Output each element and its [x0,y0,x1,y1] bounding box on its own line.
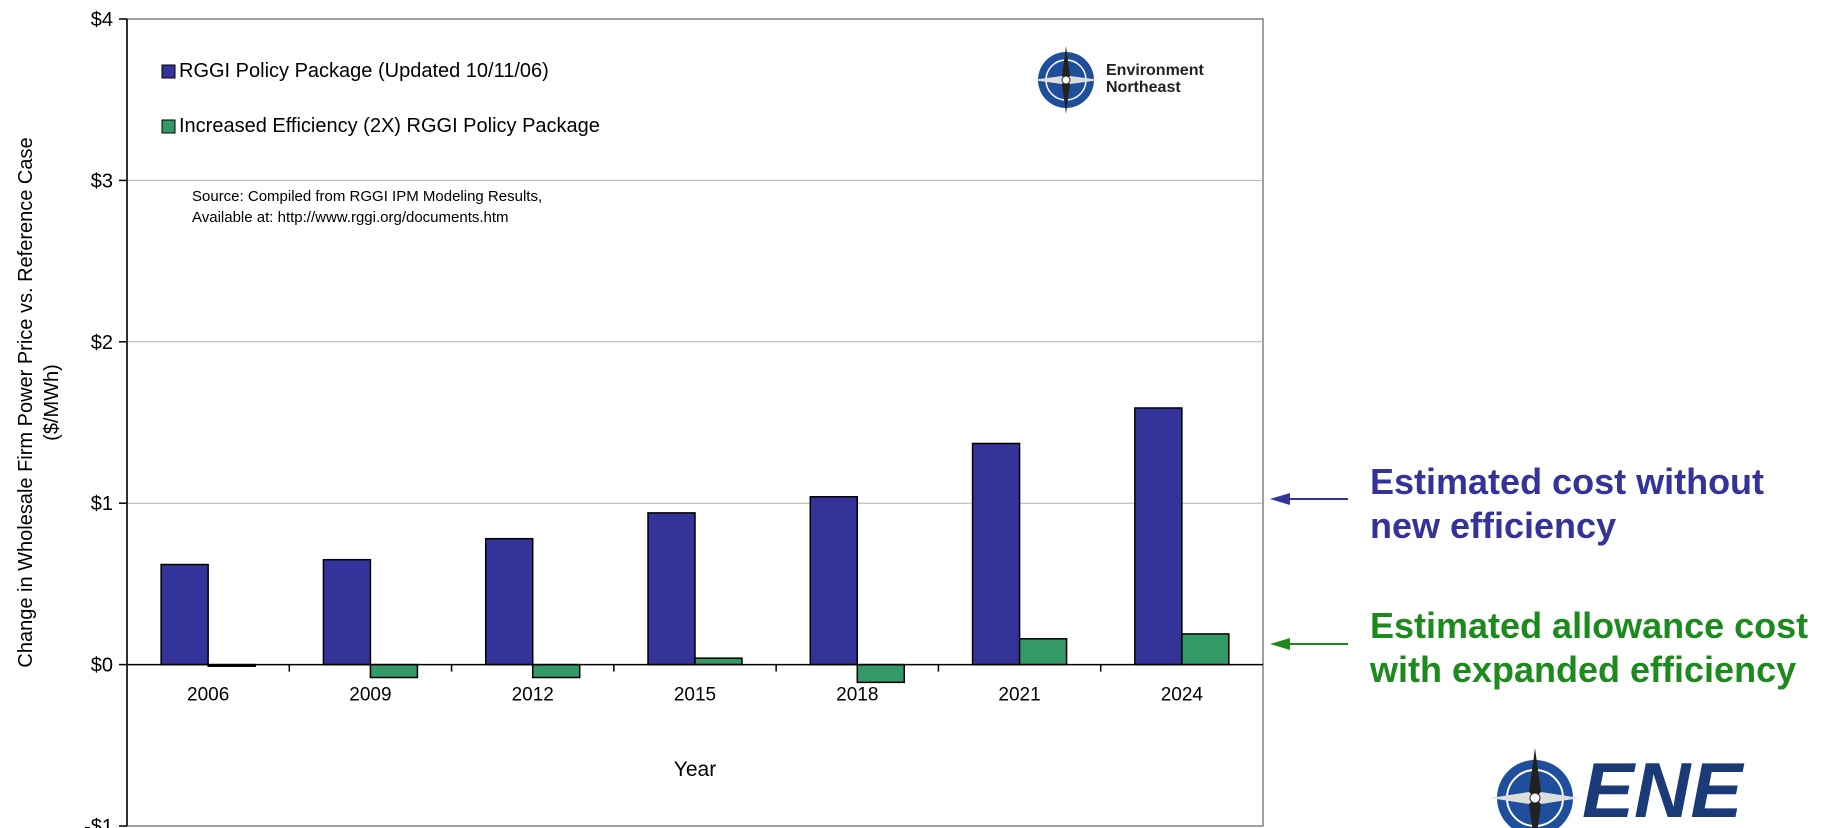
y-tick-label: $4 [91,9,113,31]
y-tick-label: $1 [91,493,113,515]
logo-text-line: Environment [1106,62,1204,79]
bar-efficiency-2021 [1018,638,1068,666]
bar-efficiency-2009 [369,663,419,679]
bar-rggi-2018 [809,495,859,666]
x-tick-label: 2024 [1161,685,1204,706]
environment-northeast-logo [1032,46,1100,114]
bar-efficiency-2015 [694,657,743,666]
legend-label: Increased Efficiency (2X) RGGI Policy Pa… [179,115,600,137]
compass-icon [1490,748,1580,828]
y-axis-label-line: Change in Wholesale Firm Power Price vs.… [15,137,37,667]
y-tick-label: $2 [91,332,113,354]
ene-logo: ENE [1490,748,1790,828]
logo-compass-center [1061,75,1071,85]
logo-text-line: Northeast [1106,79,1181,96]
annotation-cost-with-efficiency: Estimated allowance cost with expanded e… [1370,605,1809,690]
bar-rggi-2015 [647,512,696,666]
y-tick-label: $0 [91,655,113,677]
arrow-blue-head [1270,493,1290,505]
bar-rggi-2024 [1134,407,1183,666]
bar-efficiency-2018 [856,663,906,684]
y-tick-label: $3 [91,170,113,192]
bar-rggi-2021 [971,442,1021,666]
bar-rggi-2006 [160,563,209,666]
logo-compass-needle [1062,46,1070,80]
plot-area [126,18,1264,827]
logo-compass-needle [1066,76,1100,84]
y-axis-label: Change in Wholesale Firm Power Price vs.… [15,137,63,667]
x-tick-label: 2021 [998,685,1040,706]
y-axis-label-line: ($/MWh) [41,364,63,441]
source-note: Available at: http://www.rggi.org/docume… [192,209,509,226]
bar-rggi-2009 [322,558,372,666]
bar-rggi-2012 [484,537,534,666]
ene-logo-text: ENE [1582,748,1743,828]
logo-compass-needle [1032,76,1066,84]
x-tick-label: 2009 [349,685,391,706]
logo-compass-needle [1062,80,1070,114]
x-tick-label: 2006 [187,685,229,706]
arrow-green-head [1270,638,1290,650]
x-tick-label: 2012 [512,685,554,706]
bar-efficiency-2024 [1181,633,1230,666]
legend-label: RGGI Policy Package (Updated 10/11/06) [179,60,549,82]
x-tick-label: 2018 [836,685,878,706]
legend-swatch [161,119,176,134]
x-tick-label: 2015 [674,685,716,706]
bar-efficiency-2012 [531,663,581,679]
source-note: Source: Compiled from RGGI IPM Modeling … [192,188,542,205]
legend-swatch [161,64,176,79]
annotation-cost-without-efficiency: Estimated cost without new efficiency [1370,461,1765,546]
y-tick-label: -$1 [84,816,113,828]
x-axis-label: Year [674,758,716,781]
